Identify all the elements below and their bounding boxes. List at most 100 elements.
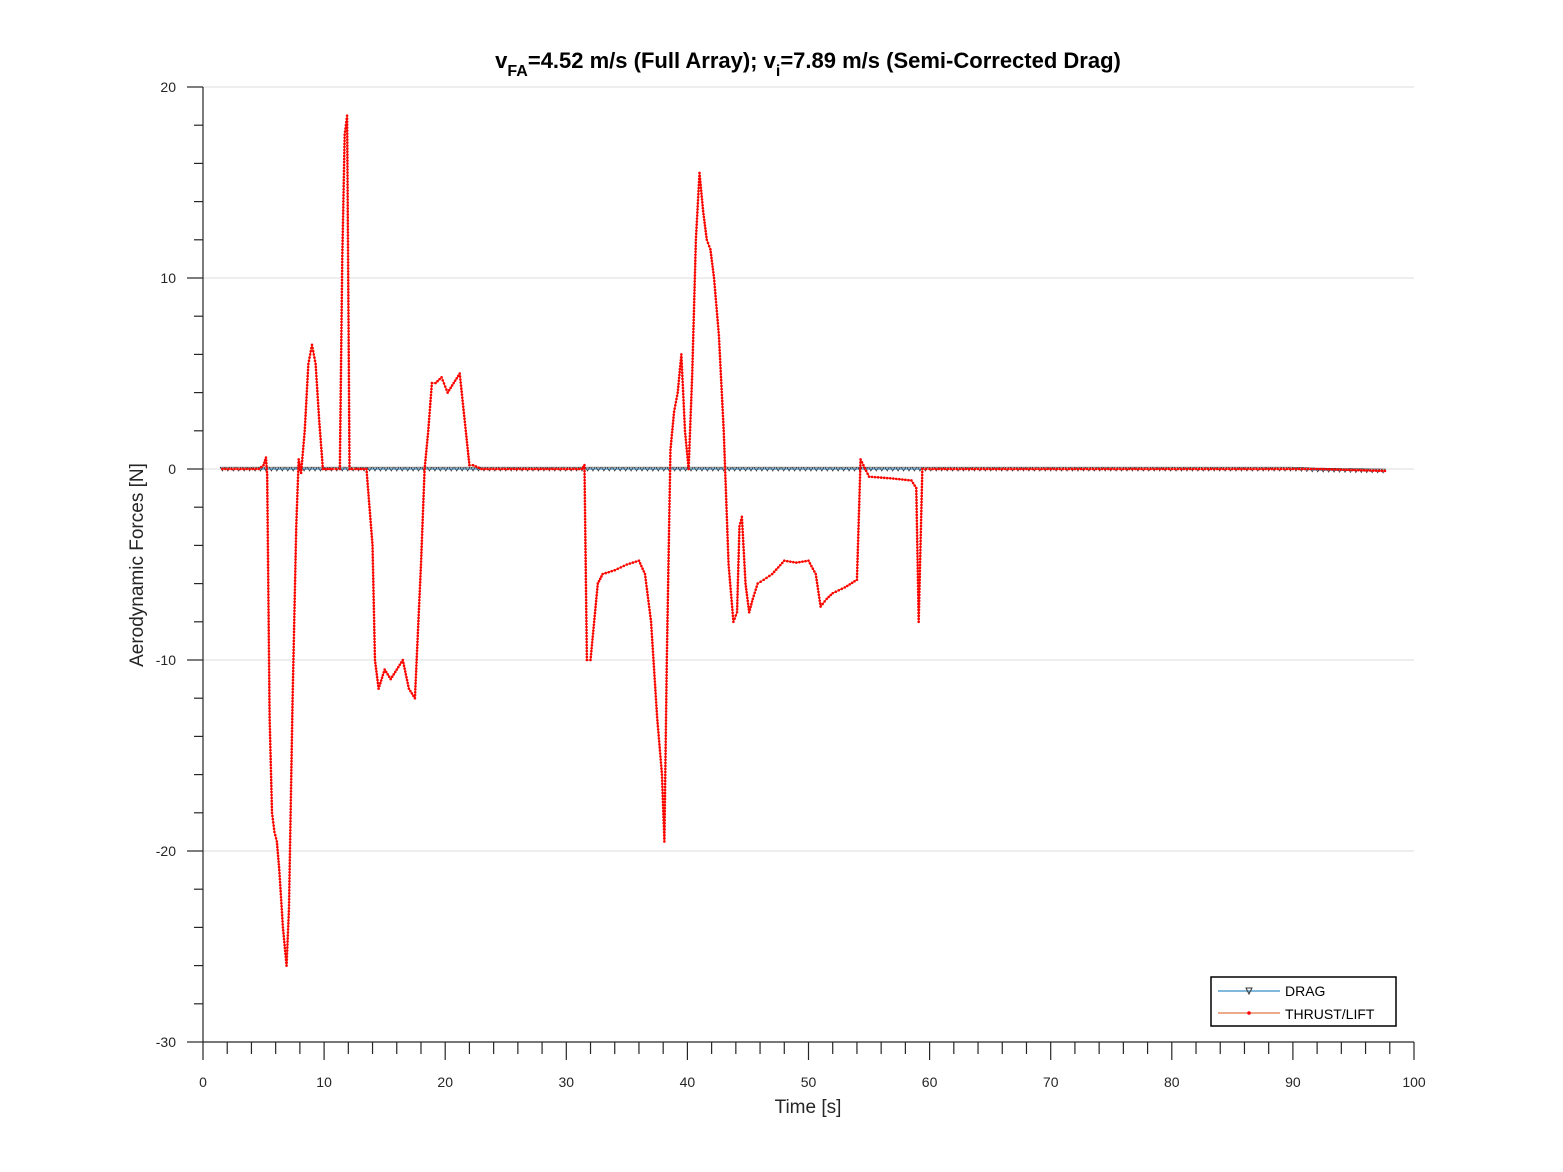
thrust-marker [719, 366, 722, 370]
drag-marker [410, 466, 416, 472]
thrust-marker [724, 497, 728, 501]
thrust-marker [224, 467, 227, 471]
thrust-marker [264, 459, 268, 462]
thrust-marker [694, 235, 698, 239]
thrust-marker [266, 515, 269, 518]
thrust-marker [339, 416, 342, 420]
thrust-marker [348, 449, 351, 453]
thrust-marker [347, 323, 350, 327]
thrust-marker [346, 252, 350, 255]
thrust-marker [762, 578, 765, 582]
thrust-marker [419, 572, 422, 575]
thrust-marker [295, 515, 298, 519]
thrust-marker [687, 464, 691, 468]
thrust-marker [348, 452, 351, 456]
thrust-marker [730, 602, 734, 606]
thrust-marker [876, 476, 880, 479]
thrust-marker [671, 419, 675, 422]
thrust-marker [278, 877, 282, 881]
thrust-marker [584, 562, 587, 566]
thrust-marker [584, 586, 588, 590]
thrust-marker [814, 572, 818, 576]
thrust-marker [293, 603, 296, 607]
thrust-marker [345, 141, 349, 144]
thrust-marker [389, 677, 393, 681]
thrust-marker [693, 289, 696, 292]
thrust-marker [583, 484, 587, 488]
thrust-marker [759, 580, 762, 583]
thrust-marker [265, 464, 268, 468]
thrust-marker [850, 581, 854, 585]
thrust-marker [598, 577, 602, 581]
thrust-marker [668, 463, 672, 467]
thrust-marker [655, 704, 658, 707]
thrust-marker [682, 395, 685, 399]
thrust-marker [409, 689, 412, 693]
thrust-marker [660, 776, 664, 779]
thrust-marker [346, 219, 350, 222]
thrust-marker [341, 224, 345, 227]
thrust-marker [346, 213, 350, 216]
thrust-marker [666, 589, 670, 593]
thrust-marker [512, 467, 516, 471]
thrust-marker [346, 204, 350, 207]
thrust-marker [362, 467, 366, 471]
thrust-marker [288, 831, 292, 835]
thrust-marker [888, 477, 892, 480]
thrust-marker [304, 408, 308, 411]
thrust-marker [270, 811, 274, 815]
thrust-marker [725, 515, 729, 519]
thrust-marker [663, 776, 667, 780]
thrust-marker [422, 479, 426, 483]
thrust-marker [831, 591, 835, 595]
thrust-marker [650, 632, 654, 636]
thrust-marker [584, 532, 587, 536]
thrust-marker [403, 670, 407, 673]
thrust-marker [465, 435, 468, 438]
thrust-marker [340, 323, 343, 327]
thrust-marker [722, 438, 726, 442]
thrust-marker [583, 487, 587, 491]
thrust-marker [342, 190, 345, 194]
thrust-marker [710, 259, 714, 263]
thrust-marker [723, 459, 727, 462]
thrust-marker [347, 341, 350, 345]
thrust-marker [462, 414, 466, 418]
thrust-marker [681, 383, 685, 387]
thrust-marker [270, 793, 273, 797]
thrust-marker [663, 822, 666, 825]
thrust-marker [267, 599, 270, 602]
thrust-marker [346, 165, 349, 168]
thrust-marker [1146, 467, 1149, 471]
thrust-marker [266, 584, 270, 587]
thrust-marker [585, 619, 588, 623]
thrust-marker [652, 668, 656, 671]
thrust-marker [320, 449, 323, 453]
thrust-marker [418, 581, 422, 584]
thrust-marker [418, 592, 421, 596]
thrust-marker [422, 491, 426, 495]
thrust-marker [280, 901, 283, 905]
drag-marker [644, 466, 651, 472]
thrust-marker [691, 363, 694, 366]
thrust-marker [347, 377, 351, 381]
thrust-marker [915, 528, 919, 531]
thrust-marker [293, 585, 297, 588]
thrust-marker [287, 916, 290, 919]
thrust-marker [347, 332, 350, 336]
thrust-marker [317, 410, 320, 414]
thrust-marker [870, 475, 874, 479]
thrust-marker [305, 389, 309, 393]
thrust-marker [320, 452, 324, 456]
thrust-marker [292, 624, 296, 628]
thrust-marker [291, 702, 294, 706]
thrust-marker [619, 566, 623, 569]
thrust-marker [664, 740, 668, 743]
thrust-marker [660, 779, 664, 782]
thrust-marker [584, 568, 588, 572]
thrust-marker [692, 309, 696, 313]
thrust-marker [858, 470, 862, 473]
thrust-marker [282, 931, 285, 935]
thrust-marker [664, 731, 668, 734]
thrust-marker [536, 467, 539, 471]
